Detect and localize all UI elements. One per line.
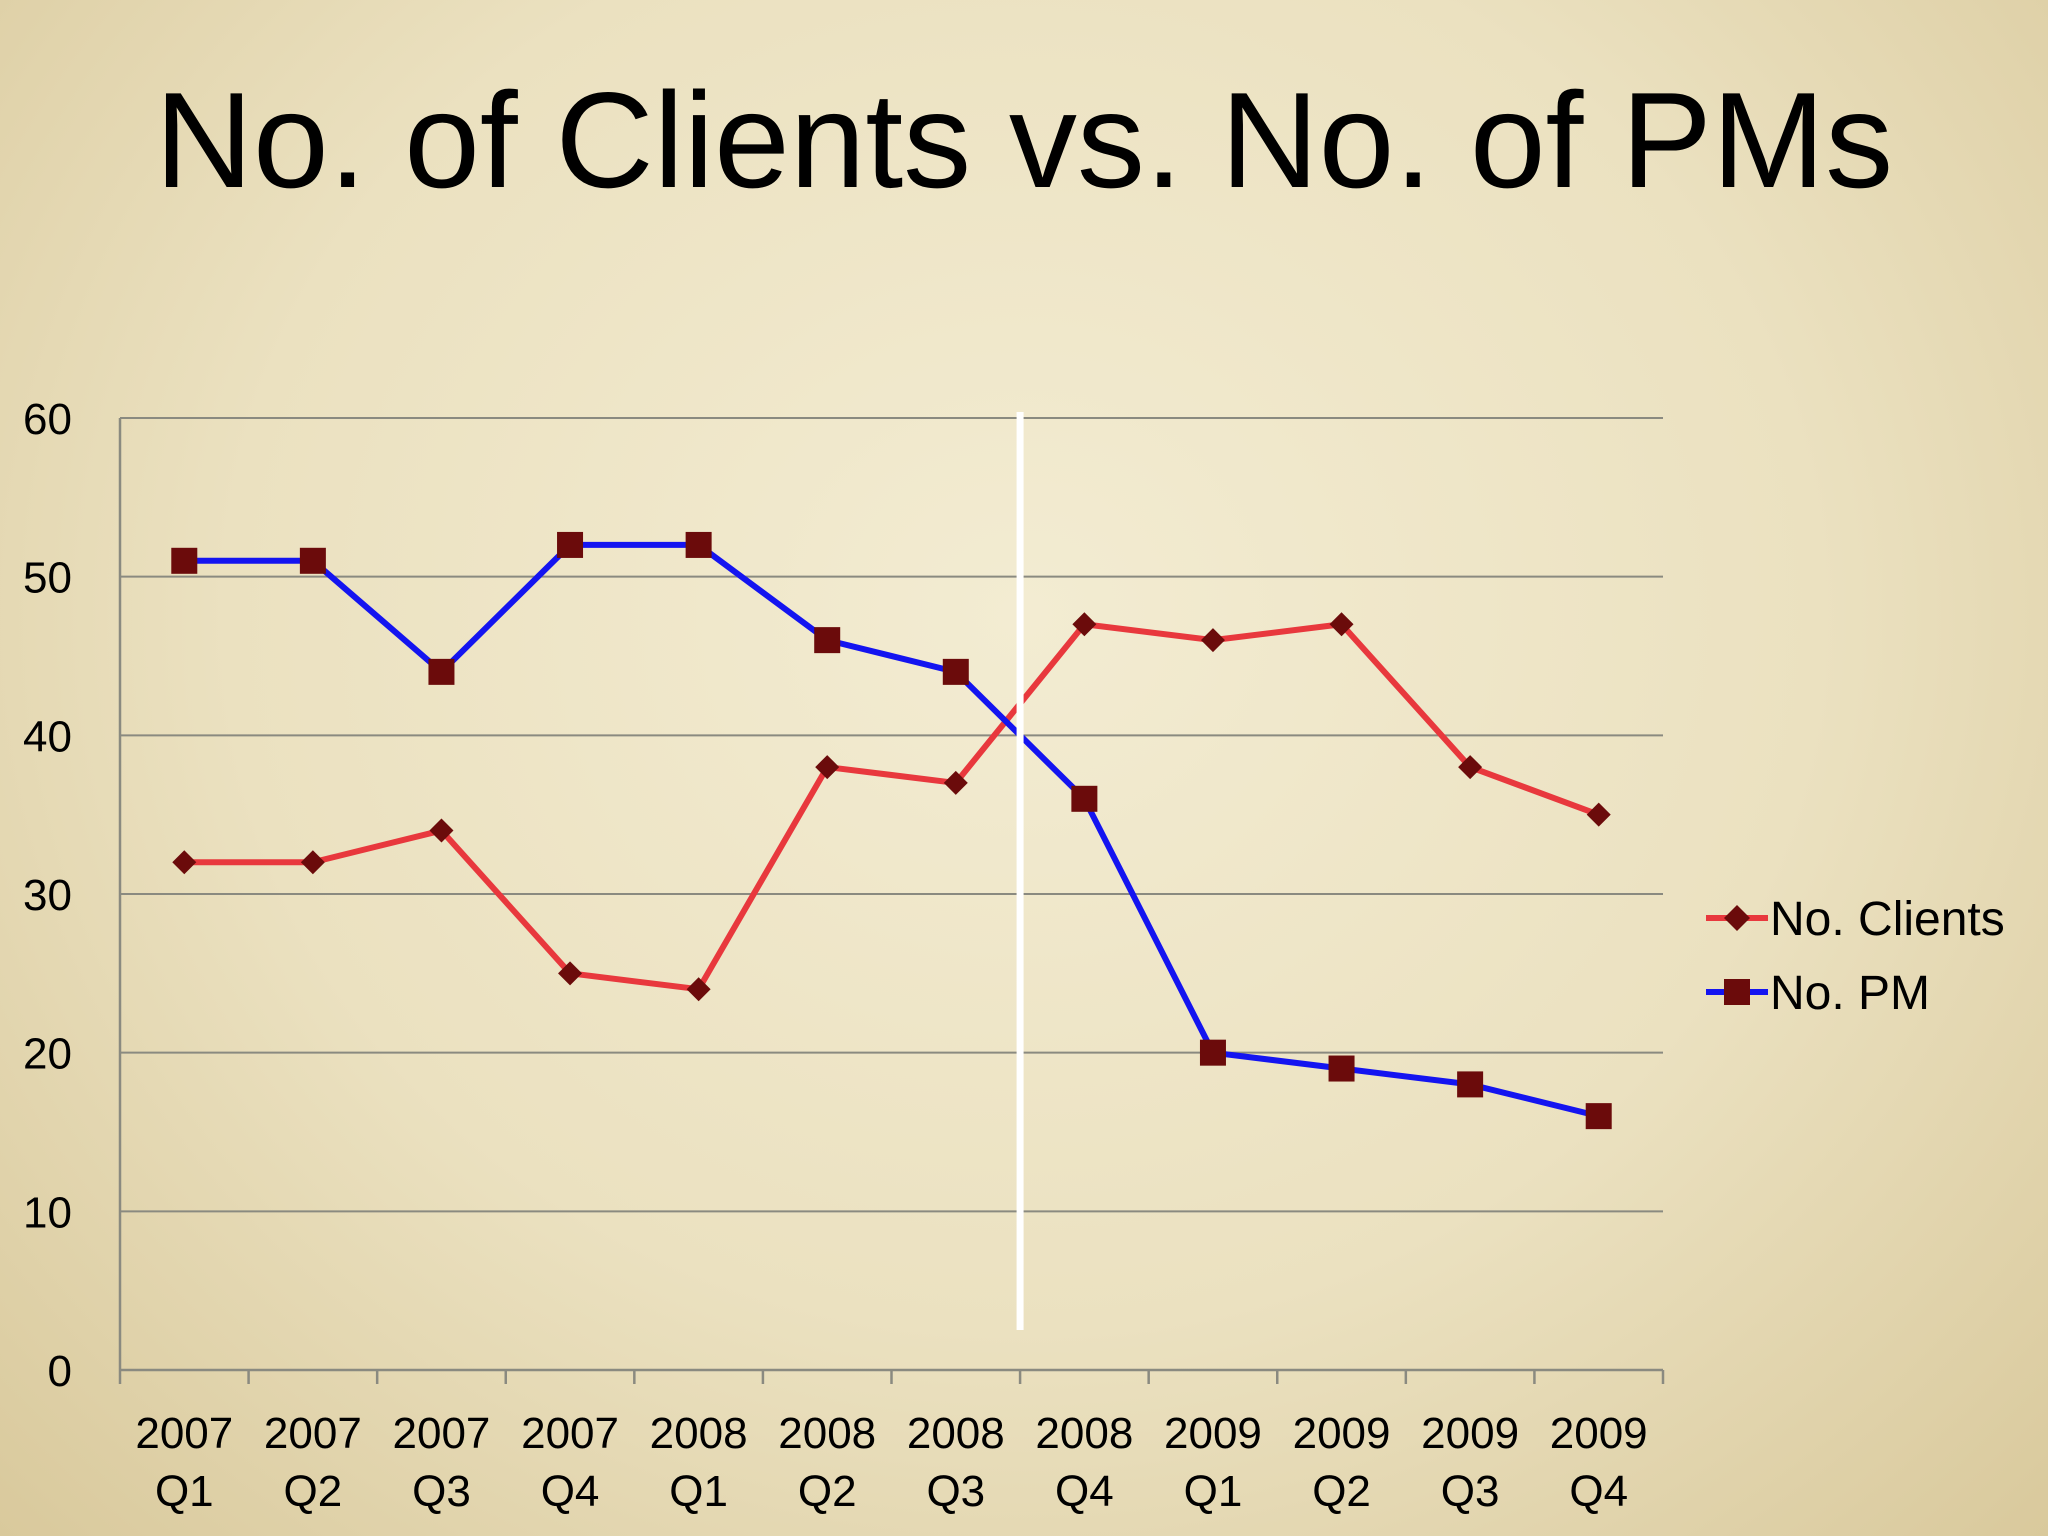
x-tick-label-year: 2008 bbox=[778, 1409, 876, 1458]
y-tick-label-40: 40 bbox=[23, 712, 72, 761]
x-tick-label-quarter: Q1 bbox=[669, 1467, 728, 1516]
data-point-pm bbox=[557, 531, 584, 558]
y-tick-label-60: 60 bbox=[23, 395, 72, 444]
chart-title: No. of Clients vs. No. of PMs bbox=[154, 64, 1894, 216]
data-point-pm bbox=[685, 531, 712, 558]
x-tick-label-quarter: Q4 bbox=[1569, 1467, 1628, 1516]
y-tick-label-10: 10 bbox=[23, 1188, 72, 1237]
legend-label-clients: No. Clients bbox=[1770, 893, 2005, 946]
x-tick-label-quarter: Q1 bbox=[1184, 1467, 1243, 1516]
legend-marker-pm bbox=[1724, 979, 1750, 1005]
data-point-clients bbox=[815, 755, 840, 780]
x-tick-label-year: 2007 bbox=[264, 1409, 362, 1458]
x-tick-label-quarter: Q3 bbox=[412, 1467, 471, 1516]
x-tick-label-year: 2009 bbox=[1550, 1409, 1648, 1458]
data-point-pm bbox=[1585, 1103, 1612, 1130]
x-tick-label-year: 2007 bbox=[135, 1409, 233, 1458]
y-tick-label-20: 20 bbox=[23, 1030, 72, 1079]
legend-marker-clients bbox=[1724, 905, 1750, 931]
data-point-pm bbox=[1328, 1055, 1355, 1082]
data-point-clients bbox=[300, 850, 325, 875]
data-point-clients bbox=[558, 961, 583, 986]
data-point-pm bbox=[428, 658, 455, 685]
x-tick-label-year: 2007 bbox=[521, 1409, 619, 1458]
legend-label-pm: No. PM bbox=[1770, 967, 1930, 1020]
data-point-clients bbox=[1200, 628, 1225, 653]
x-tick-label-year: 2008 bbox=[907, 1409, 1005, 1458]
series-line-clients bbox=[184, 621, 1600, 993]
x-tick-label-year: 2009 bbox=[1293, 1409, 1391, 1458]
data-point-pm bbox=[299, 547, 326, 574]
data-point-clients bbox=[172, 850, 197, 875]
data-point-pm bbox=[1457, 1071, 1484, 1098]
x-tick-label-quarter: Q4 bbox=[1055, 1467, 1114, 1516]
data-point-clients bbox=[429, 818, 454, 843]
x-tick-label-quarter: Q2 bbox=[284, 1467, 343, 1516]
data-point-clients bbox=[1072, 612, 1097, 637]
data-point-pm bbox=[171, 547, 198, 574]
y-tick-label-30: 30 bbox=[23, 871, 72, 920]
x-tick-label-year: 2009 bbox=[1421, 1409, 1519, 1458]
data-point-clients bbox=[1458, 755, 1483, 780]
data-point-pm bbox=[1071, 785, 1098, 812]
x-tick-label-year: 2007 bbox=[393, 1409, 491, 1458]
y-tick-label-0: 0 bbox=[48, 1347, 72, 1396]
x-tick-label-quarter: Q2 bbox=[1312, 1467, 1371, 1516]
data-point-clients bbox=[686, 977, 711, 1002]
x-tick-label-quarter: Q3 bbox=[926, 1467, 985, 1516]
x-tick-label-year: 2008 bbox=[1035, 1409, 1133, 1458]
x-tick-label-quarter: Q3 bbox=[1441, 1467, 1500, 1516]
data-point-pm bbox=[814, 627, 841, 654]
x-tick-label-year: 2008 bbox=[650, 1409, 748, 1458]
x-tick-label-year: 2009 bbox=[1164, 1409, 1262, 1458]
data-point-clients bbox=[1329, 612, 1354, 637]
x-tick-label-quarter: Q1 bbox=[155, 1467, 214, 1516]
y-tick-label-50: 50 bbox=[23, 554, 72, 603]
x-tick-label-quarter: Q4 bbox=[541, 1467, 600, 1516]
series-line-pm bbox=[184, 541, 1600, 1120]
data-point-pm bbox=[942, 658, 969, 685]
data-point-pm bbox=[1199, 1039, 1226, 1066]
data-point-clients bbox=[1586, 802, 1611, 827]
x-tick-label-quarter: Q2 bbox=[798, 1467, 857, 1516]
data-point-clients bbox=[943, 770, 968, 795]
